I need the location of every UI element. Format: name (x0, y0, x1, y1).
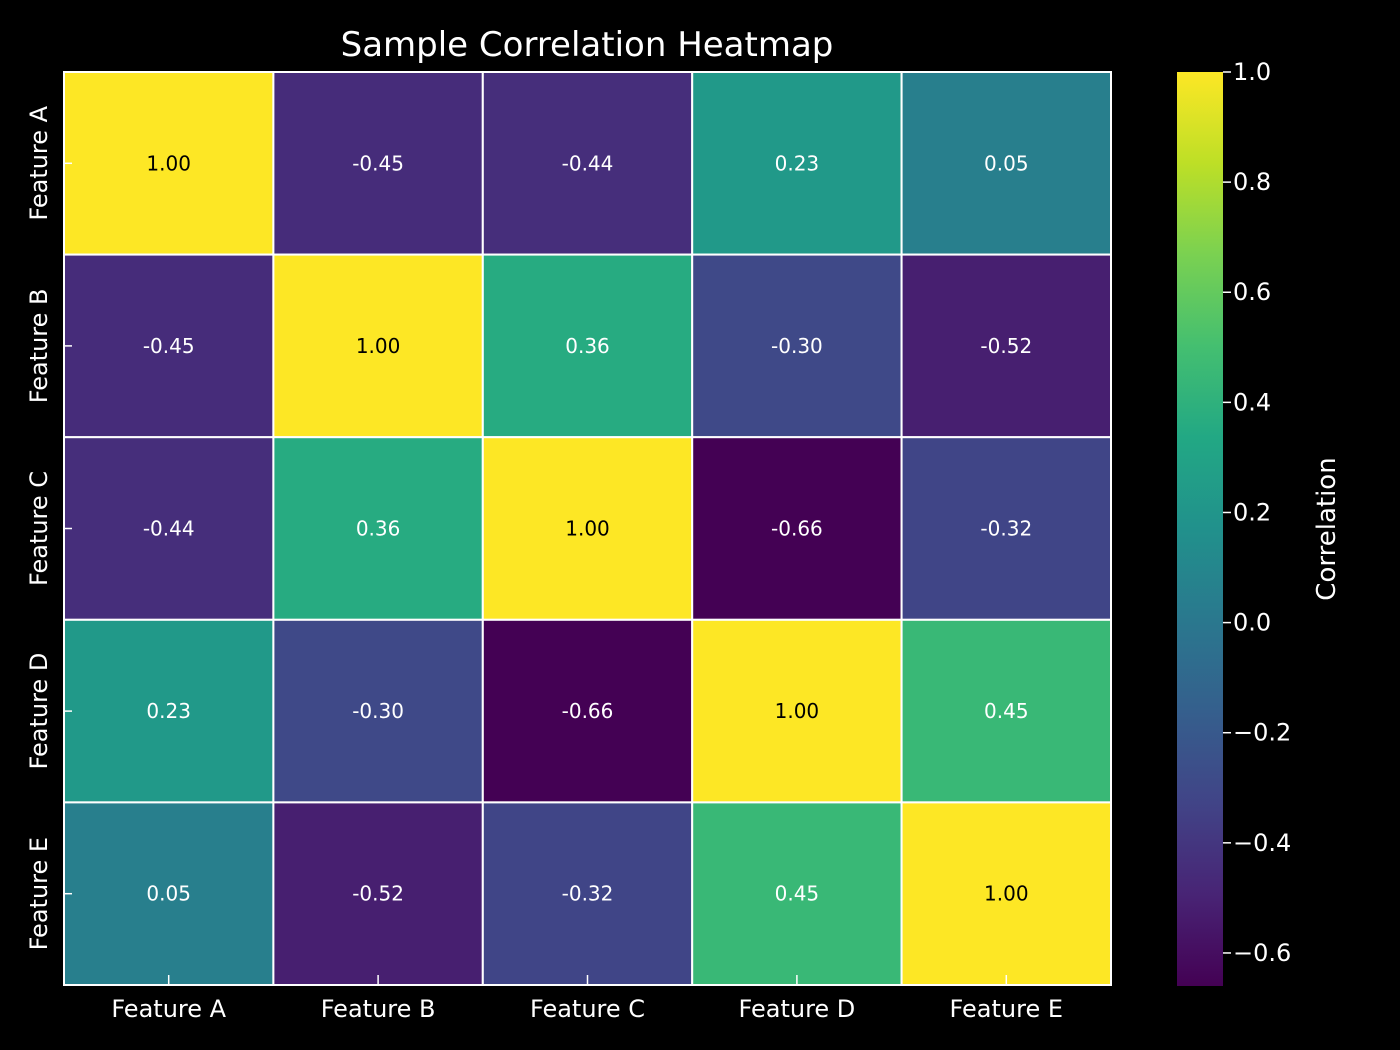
x-tick-label: Feature B (321, 995, 436, 1023)
colorbar-tick-label: 1.0 (1233, 58, 1271, 86)
colorbar-tick-label: 0.4 (1233, 388, 1271, 416)
cell-value-label: 0.05 (146, 882, 191, 906)
cell-value-label: 0.36 (565, 334, 610, 358)
heatmap-cell (900, 618, 1112, 804)
cell-value-label: -0.52 (980, 334, 1032, 358)
cell-value-label: -0.52 (352, 882, 404, 906)
heatmap-cell (691, 801, 903, 987)
cell-value-label: 0.05 (984, 151, 1029, 175)
heatmap-cell (691, 253, 903, 439)
y-tick-label: Feature C (25, 471, 53, 586)
colorbar-gradient (1177, 72, 1223, 986)
heatmap-cell (481, 618, 694, 804)
heatmap-cell (63, 801, 275, 987)
colorbar-tick-label: 0.6 (1233, 278, 1271, 306)
y-tick-label: Feature B (25, 289, 53, 404)
heatmap-cell (272, 253, 484, 439)
colorbar-tick-label: −0.2 (1233, 719, 1291, 747)
cell-value-label: -0.30 (771, 334, 823, 358)
y-tick-label: Feature E (25, 837, 53, 950)
cell-value-label: 1.00 (565, 517, 610, 541)
cell-value-label: -0.44 (562, 151, 614, 175)
heatmap-cell (481, 801, 694, 987)
y-tick-label: Feature A (25, 105, 53, 220)
cell-value-label: 0.45 (984, 699, 1029, 723)
x-axis: Feature A Feature B Feature C Feature D Feat… (111, 975, 1063, 1023)
cell-value-label: 1.00 (356, 334, 401, 358)
cell-value-label: -0.66 (562, 699, 614, 723)
x-tick-label: Feature D (738, 995, 855, 1023)
cell-value-label: 1.00 (146, 151, 191, 175)
cell-value-label: -0.45 (352, 151, 404, 175)
cell-value-label: -0.66 (771, 517, 823, 541)
heatmap-cell (691, 71, 903, 256)
cell-value-label: 1.00 (984, 882, 1029, 906)
heatmap-cell (691, 618, 903, 804)
cell-value-label: 0.45 (775, 882, 820, 906)
cell-value-label: 0.23 (775, 151, 820, 175)
x-tick-label: Feature A (111, 995, 226, 1023)
heatmap-cell (481, 436, 694, 621)
colorbar-tick-label: 0.0 (1233, 609, 1271, 637)
x-tick-label: Feature E (950, 995, 1063, 1023)
heatmap-cell (900, 801, 1112, 987)
y-axis: Feature A Feature B Feature C Feature D Feat… (25, 105, 72, 950)
heatmap-cell (900, 253, 1112, 439)
heatmap-cell (63, 71, 275, 256)
cell-value-label: 0.23 (146, 699, 191, 723)
heatmap-cell (272, 618, 484, 804)
colorbar-tick-label: 0.2 (1233, 498, 1271, 526)
colorbar-tick-label: 0.8 (1233, 168, 1271, 196)
x-tick-label: Feature C (530, 995, 645, 1023)
heatmap-grid: 1.00 -0.45 -0.44 0.23 0.05 -0.45 1.00 0.36 -0.30… (63, 71, 1112, 987)
cell-value-label: -0.45 (143, 334, 195, 358)
heatmap-cell (272, 436, 484, 621)
heatmap-cell (481, 253, 694, 439)
cell-value-label: 1.00 (775, 699, 820, 723)
heatmap-cell (481, 71, 694, 256)
cell-value-label: -0.32 (562, 882, 614, 906)
colorbar-tick-label: −0.6 (1233, 939, 1291, 967)
colorbar-label: Correlation (1312, 457, 1342, 600)
y-tick-label: Feature D (25, 653, 53, 770)
cell-value-label: -0.44 (143, 517, 195, 541)
cell-value-label: -0.30 (352, 699, 404, 723)
heatmap-cell (63, 618, 275, 804)
heatmap-cell (691, 436, 903, 621)
heatmap-cell (272, 71, 484, 256)
heatmap-cell (272, 801, 484, 987)
cell-value-label: 0.36 (356, 517, 401, 541)
cell-value-label: -0.32 (980, 517, 1032, 541)
heatmap-cell (900, 436, 1112, 621)
colorbar: 1.0 0.8 0.6 0.4 0.2 0.0 −0.2 −0.4 −0.6 (1177, 58, 1291, 986)
colorbar-tick-label: −0.4 (1233, 829, 1291, 857)
chart-title: Sample Correlation Heatmap (341, 25, 834, 65)
